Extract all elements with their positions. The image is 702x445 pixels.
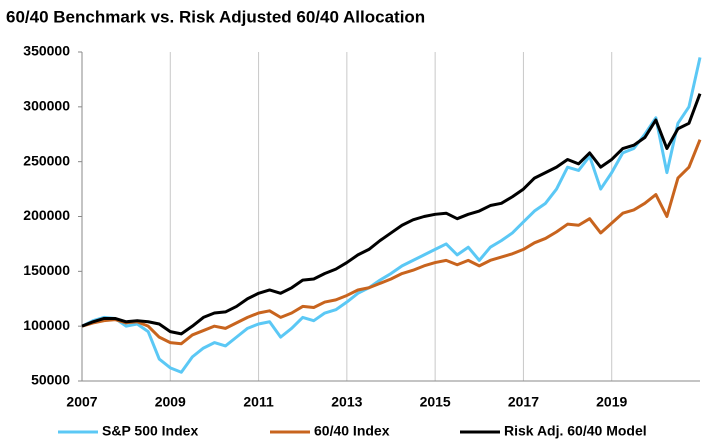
y-tick-label: 200000 <box>23 207 70 223</box>
x-tick-label: 2013 <box>331 394 362 410</box>
y-tick-label: 300000 <box>23 98 70 114</box>
y-tick-label: 100000 <box>23 317 70 333</box>
y-tick-label: 50000 <box>31 372 70 388</box>
legend-label: 60/40 Index <box>314 423 390 439</box>
x-tick-label: 2019 <box>596 394 627 410</box>
x-tick-label: 2009 <box>155 394 186 410</box>
chart-title: 60/40 Benchmark vs. Risk Adjusted 60/40 … <box>6 7 425 26</box>
series-line <box>81 139 702 346</box>
x-tick-label: 2015 <box>420 394 451 410</box>
y-tick-label: 350000 <box>23 43 70 59</box>
series-line <box>81 57 702 374</box>
y-tick-label: 150000 <box>23 262 70 278</box>
x-tick-label: 2007 <box>66 394 97 410</box>
y-tick-label: 250000 <box>23 152 70 168</box>
series-line <box>81 93 702 336</box>
legend-label: Risk Adj. 60/40 Model <box>504 423 647 439</box>
x-tick-label: 2017 <box>508 394 539 410</box>
x-tick-label: 2011 <box>243 394 274 410</box>
legend-label: S&P 500 Index <box>102 423 198 439</box>
